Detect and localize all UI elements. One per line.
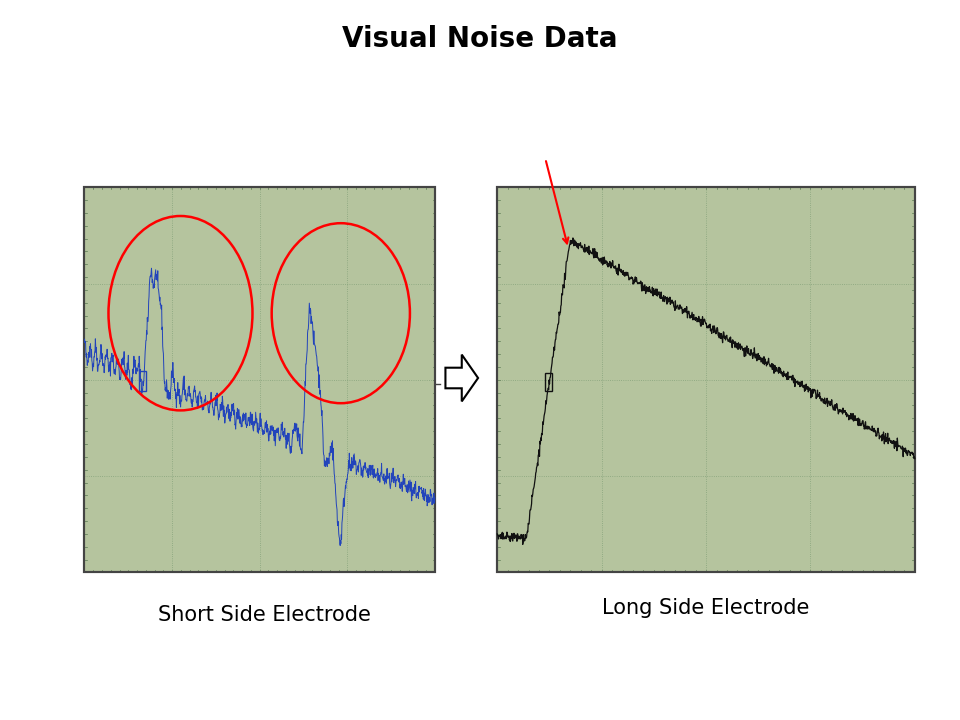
Bar [84, 187, 435, 572]
Polygon shape [445, 355, 478, 401]
Text: Long Side Electrode: Long Side Electrode [602, 598, 809, 618]
Text: Visual Noise Data: Visual Noise Data [343, 25, 617, 53]
Bar [497, 187, 915, 572]
Bar [139, 372, 147, 392]
Bar [84, 187, 435, 572]
Bar [497, 187, 915, 572]
Bar [545, 374, 552, 392]
Text: Short Side Electrode: Short Side Electrode [157, 605, 371, 625]
